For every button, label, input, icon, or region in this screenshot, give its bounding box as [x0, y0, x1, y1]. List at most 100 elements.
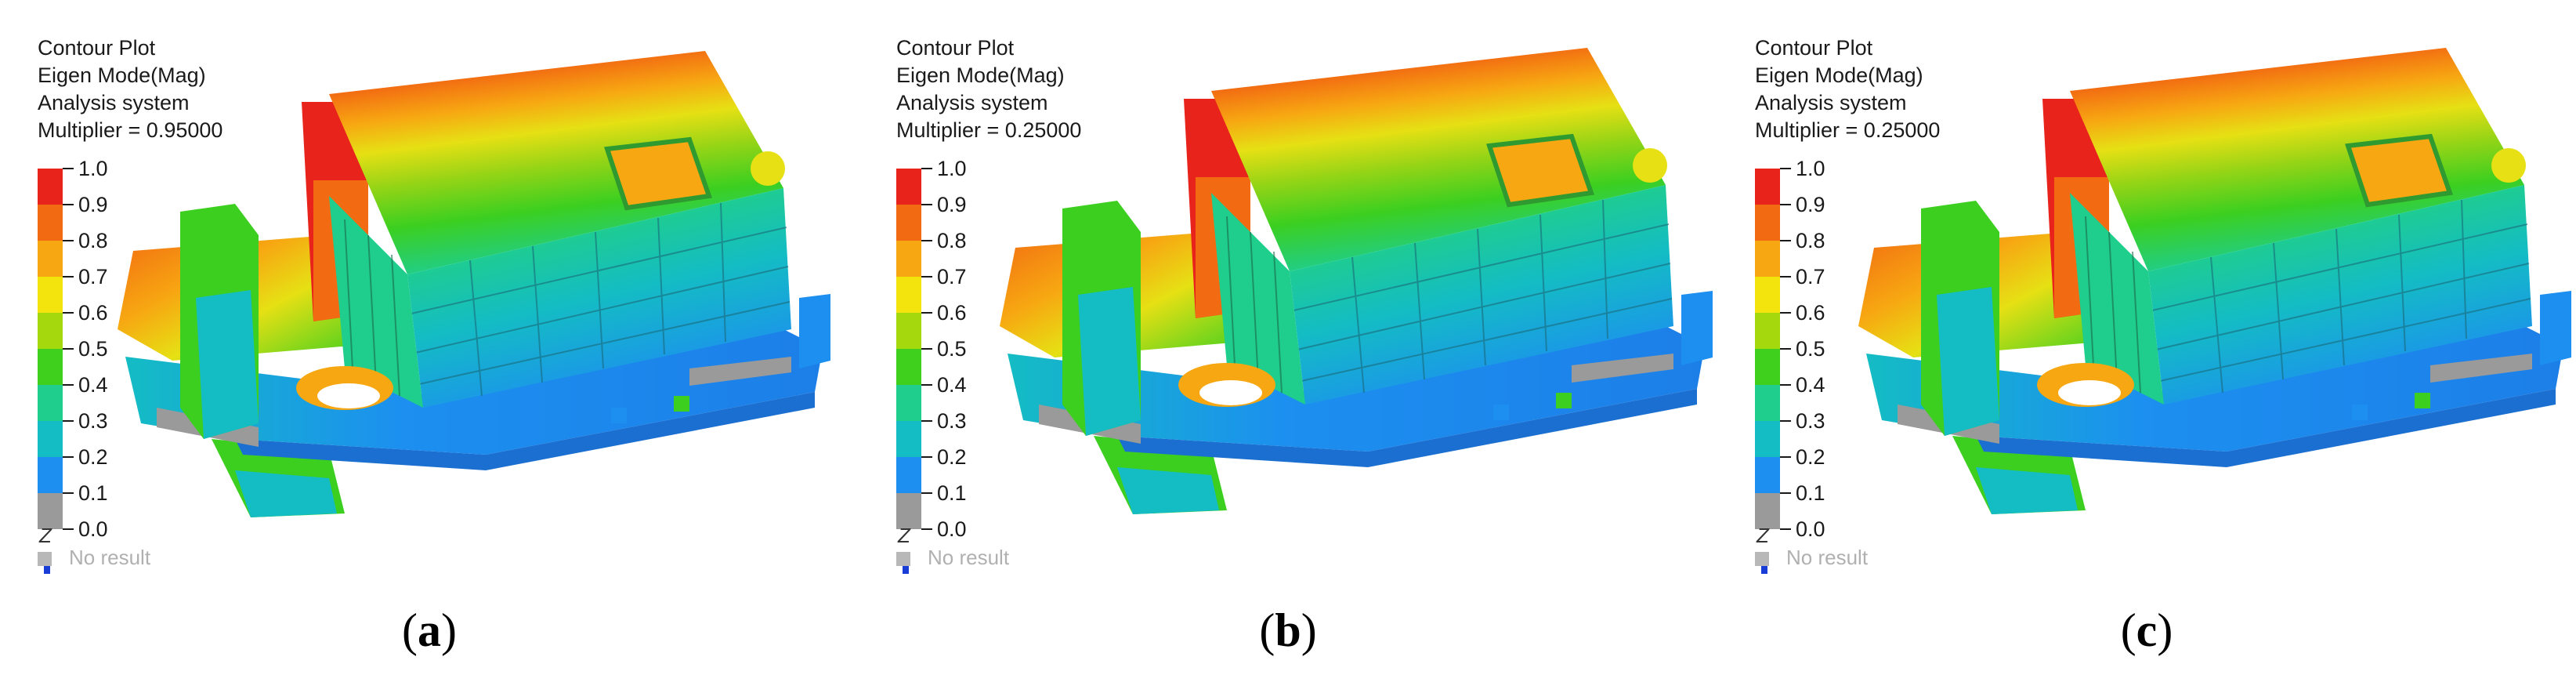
- legend-tick-label: 0.1: [937, 481, 967, 505]
- legend-tick-label: 1.0: [1796, 157, 1825, 180]
- caption-close-paren: ): [2157, 604, 2173, 656]
- plot-title: Contour Plot: [896, 36, 1015, 60]
- legend-color-segment: [38, 169, 63, 205]
- legend-color-segment: [896, 277, 921, 313]
- multiplier-value: Multiplier = 0.25000: [1755, 118, 1941, 142]
- legend-tick: [1780, 204, 1791, 205]
- legend-tick-label: 0.7: [78, 265, 108, 288]
- axis-triad-icon: [44, 566, 50, 574]
- legend-color-bar: [38, 169, 63, 529]
- legend-tick-label: 0.5: [78, 337, 108, 361]
- coordinate-system: Analysis system: [1755, 91, 1907, 114]
- legend-color-segment: [1755, 457, 1780, 493]
- legend-tick-label: 0.2: [937, 445, 967, 469]
- legend-tick-label: 0.6: [78, 301, 108, 325]
- legend-color-segment: [1755, 277, 1780, 313]
- legend-tick: [1780, 384, 1791, 386]
- legend-tick-label: 0.8: [78, 229, 108, 252]
- legend-tick: [1780, 492, 1791, 494]
- legend-color-bar: [1755, 169, 1780, 529]
- legend-color-segment: [896, 349, 921, 385]
- panel-caption: (b): [859, 604, 1717, 658]
- figure-panel-c: Contour Plot Eigen Mode(Mag) Analysis syst…: [1717, 0, 2576, 693]
- legend-tick-label: 0.8: [1796, 229, 1825, 252]
- legend-color-segment: [1755, 241, 1780, 277]
- legend-color-segment: [38, 421, 63, 457]
- legend-tick-label: 0.8: [937, 229, 967, 252]
- legend-tick-label: 0.7: [1796, 265, 1825, 288]
- legend-tick: [63, 240, 74, 241]
- legend-tick: [921, 240, 932, 241]
- panel-caption: (c): [1717, 604, 2576, 658]
- legend-color-segment: [896, 169, 921, 205]
- legend-tick: [1780, 528, 1791, 530]
- legend-tick: [1780, 456, 1791, 458]
- legend-color-segment: [1755, 349, 1780, 385]
- fea-model-render: [1858, 48, 2571, 514]
- axis-triad-z-label: Z: [1757, 524, 1769, 547]
- multiplier-value: Multiplier = 0.25000: [896, 118, 1082, 142]
- legend-tick-label: 0.0: [937, 517, 967, 541]
- legend-tick-label: 0.6: [1796, 301, 1825, 325]
- caption-letter: a: [418, 604, 441, 656]
- axis-triad-icon: [1761, 566, 1767, 574]
- legend-tick-label: 0.4: [78, 373, 108, 397]
- legend-tick: [63, 420, 74, 422]
- legend-color-segment: [896, 205, 921, 241]
- axis-triad-icon: [903, 566, 909, 574]
- legend-color-segment: [38, 493, 63, 529]
- legend-tick-label: 0.2: [78, 445, 108, 469]
- legend-color-segment: [1755, 169, 1780, 205]
- legend-tick: [63, 528, 74, 530]
- legend-color-segment: [38, 385, 63, 421]
- legend-tick: [1780, 420, 1791, 422]
- legend-color-segment: [38, 277, 63, 313]
- panel-caption: (a): [0, 604, 859, 658]
- legend-tick-label: 0.6: [937, 301, 967, 325]
- legend-tick-label: 0.9: [1796, 193, 1825, 216]
- no-result-legend: No result: [38, 546, 150, 570]
- legend-tick: [63, 384, 74, 386]
- legend-tick: [1780, 312, 1791, 314]
- result-type: Eigen Mode(Mag): [1755, 63, 1923, 87]
- legend-tick: [921, 312, 932, 314]
- legend-tick-label: 0.1: [1796, 481, 1825, 505]
- legend-tick-label: 0.1: [78, 481, 108, 505]
- legend-tick-label: 1.0: [78, 157, 108, 180]
- legend-tick-label: 0.3: [1796, 409, 1825, 433]
- contour-plot-header: Contour Plot Eigen Mode(Mag) Analysis syst…: [38, 34, 223, 144]
- legend-tick: [1780, 240, 1791, 241]
- caption-open-paren: (: [1259, 604, 1275, 656]
- figure-panel-b: Contour Plot Eigen Mode(Mag) Analysis syst…: [859, 0, 1717, 693]
- legend-tick: [921, 276, 932, 278]
- coordinate-system: Analysis system: [896, 91, 1048, 114]
- legend-tick-label: 0.5: [1796, 337, 1825, 361]
- legend-color-segment: [1755, 313, 1780, 349]
- legend-tick-label: 0.7: [937, 265, 967, 288]
- legend-tick: [921, 492, 932, 494]
- no-result-legend: No result: [1755, 546, 1868, 570]
- legend-tick: [1780, 168, 1791, 169]
- no-result-label: No result: [1786, 546, 1869, 569]
- no-result-label: No result: [69, 546, 151, 569]
- fea-model-render: [1000, 48, 1713, 514]
- legend-color-segment: [896, 457, 921, 493]
- legend-tick-label: 0.2: [1796, 445, 1825, 469]
- legend-tick-label: 0.9: [78, 193, 108, 216]
- caption-letter: b: [1275, 604, 1301, 656]
- legend-tick-label: 0.9: [937, 193, 967, 216]
- axis-triad-z-label: Z: [39, 524, 52, 547]
- legend-color-segment: [896, 241, 921, 277]
- caption-close-paren: ): [1301, 604, 1317, 656]
- axis-triad-z-label: Z: [898, 524, 910, 547]
- legend-tick-label: 0.3: [78, 409, 108, 433]
- legend-tick: [63, 168, 74, 169]
- legend-color-segment: [38, 457, 63, 493]
- plot-title: Contour Plot: [1755, 36, 1873, 60]
- no-result-swatch: [896, 552, 910, 567]
- figure-panel-a: Contour Plot Eigen Mode(Mag) Analysis syst…: [0, 0, 859, 693]
- legend-color-segment: [1755, 205, 1780, 241]
- legend-color-segment: [1755, 493, 1780, 529]
- contour-plot-header: Contour Plot Eigen Mode(Mag) Analysis syst…: [1755, 34, 1940, 144]
- legend-color-segment: [896, 385, 921, 421]
